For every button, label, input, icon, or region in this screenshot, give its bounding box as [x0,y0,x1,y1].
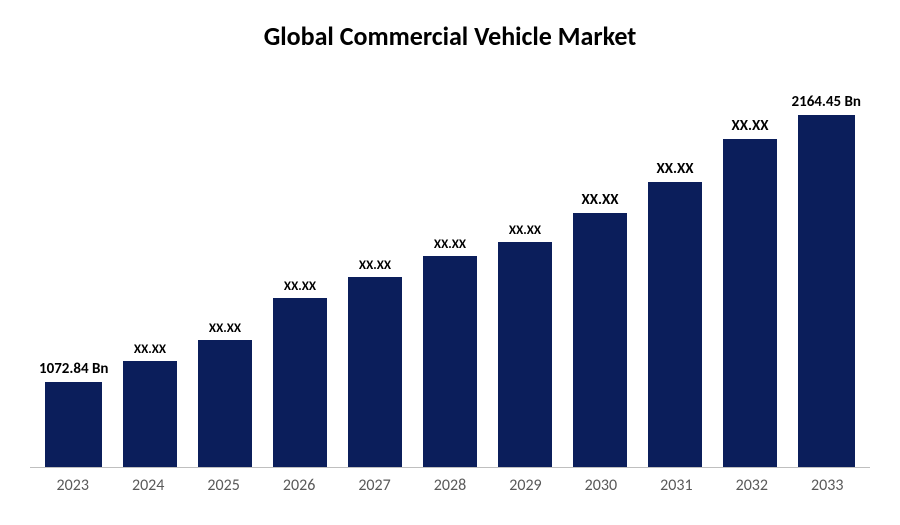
bar [198,340,253,467]
data-label: XX.XX [359,258,391,273]
bar-group: XX.XX [266,62,333,467]
bar-group: XX.XX [116,62,183,467]
bar [498,242,553,467]
data-label: 1072.84 Bn [39,360,108,378]
bar [798,115,855,467]
x-tick-label: 2024 [114,476,181,495]
bar-group: XX.XX [491,62,558,467]
bar [123,361,178,467]
x-tick-label: 2026 [265,476,332,495]
bar-chart: Global Commercial Vehicle Market 1072.84… [0,0,900,525]
x-tick-label: 2029 [492,476,559,495]
bar-group: 2164.45 Bn [791,62,860,467]
x-tick-label: 2025 [190,476,257,495]
data-label: XX.XX [134,342,166,357]
bar [573,213,628,467]
x-tick-label: 2031 [643,476,710,495]
bar-group: XX.XX [716,62,783,467]
data-label: XX.XX [509,223,541,238]
bar [723,139,778,467]
data-label: XX.XX [434,237,466,252]
bar-group: 1072.84 Bn [39,62,108,467]
x-tick-label: 2033 [794,476,861,495]
data-label: XX.XX [581,191,618,209]
bar [348,277,403,467]
data-label: 2164.45 Bn [791,93,860,111]
data-label: XX.XX [731,117,768,135]
bar-group: XX.XX [416,62,483,467]
x-tick-label: 2023 [39,476,106,495]
bar-group: XX.XX [641,62,708,467]
x-tick-label: 2028 [416,476,483,495]
data-label: XX.XX [284,279,316,294]
chart-title: Global Commercial Vehicle Market [30,20,870,52]
bar-group: XX.XX [191,62,258,467]
bar-group: XX.XX [341,62,408,467]
bar [273,298,328,467]
bar [648,182,703,467]
bar-group: XX.XX [566,62,633,467]
x-tick-label: 2030 [567,476,634,495]
bar [423,256,478,467]
x-tick-label: 2027 [341,476,408,495]
data-label: XX.XX [209,321,241,336]
data-label: XX.XX [656,160,693,178]
bar [45,382,102,467]
plot-area: 1072.84 Bn XX.XX XX.XX XX.XX XX.XX XX.XX XX.XX… [30,62,870,468]
x-tick-label: 2032 [718,476,785,495]
x-axis: 2023 2024 2025 2026 2027 2028 2029 2030 2031 2032… [30,468,870,495]
